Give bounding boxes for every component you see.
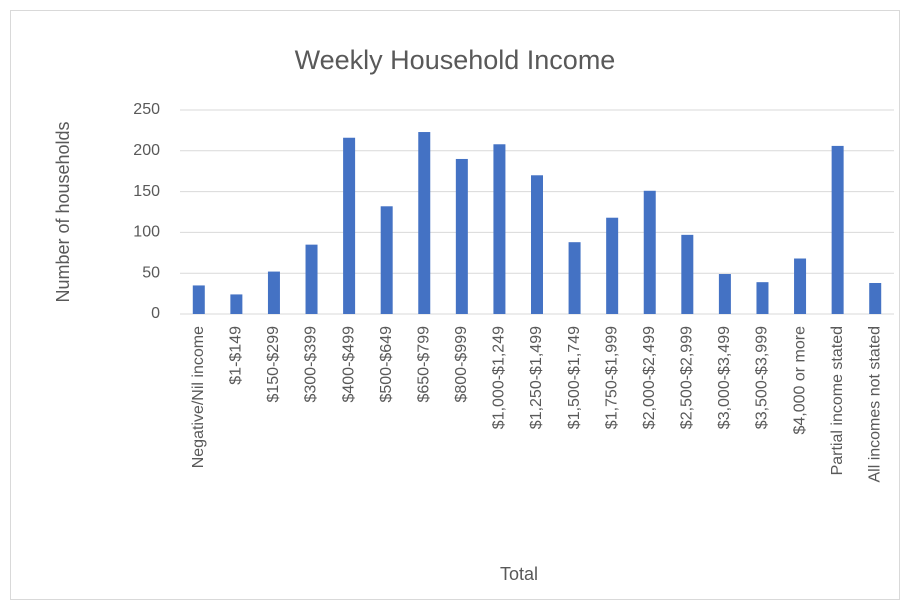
x-tick-label: Negative/Nil income bbox=[190, 326, 207, 468]
bar bbox=[192, 285, 205, 314]
x-tick-label: $1,750-$1,999 bbox=[603, 326, 620, 429]
y-tick-label: 200 bbox=[133, 142, 160, 159]
bar bbox=[455, 158, 468, 314]
bar bbox=[531, 175, 543, 314]
x-tick-label: All incomes not stated bbox=[866, 326, 883, 483]
y-tick-label: 150 bbox=[133, 183, 160, 200]
x-tick-label: Partial income stated bbox=[829, 326, 846, 475]
x-tick-label: $1,000-$1,249 bbox=[491, 326, 508, 429]
x-tick-label: $650-$799 bbox=[415, 326, 432, 403]
y-tick-label: 50 bbox=[142, 264, 160, 281]
x-tick-label: $4,000 or more bbox=[791, 326, 808, 435]
x-tick-label: $150-$299 bbox=[265, 326, 282, 403]
x-tick-label: $2,500-$2,999 bbox=[679, 326, 696, 429]
bar bbox=[267, 271, 280, 314]
y-tick-label: 0 bbox=[151, 305, 160, 322]
x-tick-label: $3,500-$3,999 bbox=[754, 326, 771, 429]
x-tick-label: $300-$399 bbox=[303, 326, 320, 403]
x-tick-label: $1,250-$1,499 bbox=[528, 326, 545, 429]
bar bbox=[305, 244, 318, 314]
bar bbox=[831, 145, 844, 314]
bar bbox=[493, 144, 506, 314]
x-tick-label: $3,000-$3,499 bbox=[716, 326, 733, 429]
bar bbox=[380, 206, 393, 314]
x-tick-label: $400-$499 bbox=[340, 326, 357, 403]
x-axis-title: Total bbox=[500, 564, 538, 584]
x-tick-label: $1-$149 bbox=[228, 326, 245, 385]
x-tick-label: $800-$999 bbox=[453, 326, 470, 403]
bar bbox=[343, 137, 356, 314]
chart-title: Weekly Household Income bbox=[295, 45, 616, 75]
bar bbox=[718, 274, 731, 314]
x-tick-label: $2,000-$2,499 bbox=[641, 326, 658, 429]
bar bbox=[230, 294, 243, 314]
bar bbox=[869, 282, 882, 314]
x-tick-label: $1,500-$1,749 bbox=[566, 326, 583, 429]
chart-border bbox=[10, 10, 900, 600]
y-tick-label: 250 bbox=[133, 101, 160, 118]
bar bbox=[794, 258, 807, 314]
y-tick-label: 100 bbox=[133, 224, 160, 241]
bar bbox=[568, 242, 581, 314]
x-tick-label: $500-$649 bbox=[378, 326, 395, 403]
bar bbox=[606, 217, 619, 314]
bar bbox=[681, 234, 694, 314]
bar bbox=[418, 132, 431, 314]
bar bbox=[643, 190, 656, 314]
y-axis-title: Number of households bbox=[53, 121, 73, 302]
bar bbox=[756, 282, 769, 314]
